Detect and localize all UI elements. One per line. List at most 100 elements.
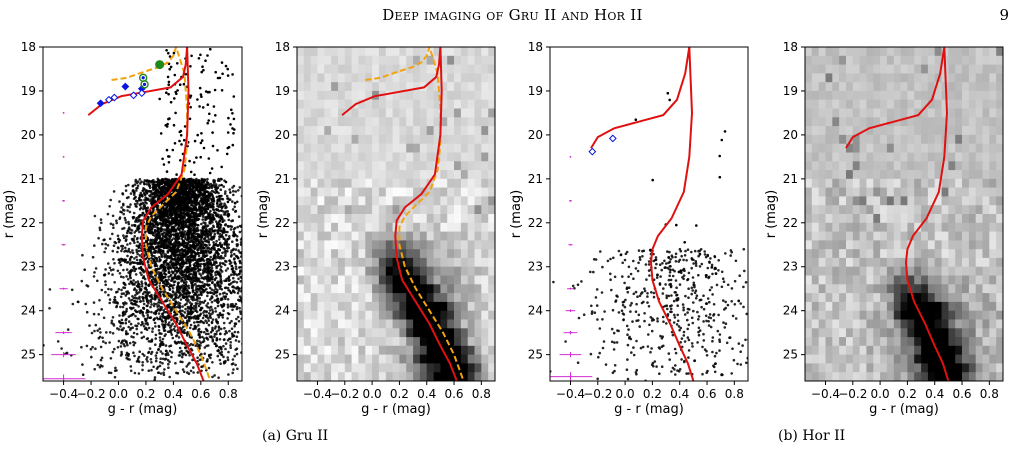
field-star-point bbox=[235, 287, 239, 290]
field-star-point bbox=[168, 360, 171, 364]
field-star-point bbox=[192, 327, 195, 331]
field-star-point bbox=[113, 375, 117, 379]
field-star-point bbox=[195, 320, 199, 324]
field-star-point bbox=[156, 317, 160, 321]
field-star-point bbox=[282, 291, 285, 294]
field-star-point bbox=[220, 209, 223, 212]
field-star-point bbox=[192, 371, 195, 374]
field-star-point bbox=[159, 315, 162, 318]
field-star-point bbox=[162, 327, 166, 330]
field-star-point bbox=[189, 295, 193, 299]
field-star-point bbox=[169, 309, 173, 313]
field-star-point bbox=[222, 344, 225, 348]
field-star-point bbox=[136, 252, 139, 256]
field-star-point bbox=[164, 353, 168, 357]
field-star-point bbox=[192, 366, 195, 369]
field-star-point bbox=[233, 322, 237, 325]
field-star-point bbox=[211, 204, 214, 208]
field-star-point bbox=[147, 230, 150, 234]
field-star-point bbox=[230, 319, 233, 323]
field-star-point bbox=[146, 308, 149, 312]
field-star-point bbox=[184, 236, 187, 239]
field-star-point bbox=[131, 249, 134, 252]
field-star-point bbox=[259, 253, 262, 256]
field-star-point bbox=[141, 189, 144, 193]
field-star-point bbox=[187, 224, 191, 227]
field-star-point bbox=[213, 327, 217, 330]
field-star-point bbox=[112, 226, 115, 229]
field-star-point bbox=[143, 231, 147, 234]
field-star-point bbox=[159, 222, 162, 226]
field-star-point bbox=[111, 273, 114, 276]
field-star-point bbox=[184, 316, 188, 320]
field-star-point bbox=[190, 183, 194, 187]
field-star-point bbox=[154, 333, 158, 337]
field-star-point bbox=[234, 348, 237, 351]
field-star-point bbox=[80, 279, 84, 283]
field-star-point bbox=[218, 311, 222, 315]
field-star-point bbox=[81, 373, 85, 377]
field-star-point bbox=[213, 248, 216, 251]
field-star-point bbox=[169, 264, 173, 267]
field-star-point bbox=[245, 291, 248, 294]
field-star-point bbox=[247, 320, 250, 323]
field-star-point bbox=[143, 198, 146, 202]
field-star-point bbox=[176, 249, 179, 253]
field-star-point bbox=[214, 310, 218, 313]
field-star-point bbox=[208, 315, 212, 318]
field-star-point bbox=[212, 241, 215, 244]
field-star-point bbox=[206, 181, 209, 185]
field-star-point bbox=[243, 357, 246, 360]
field-star-point bbox=[213, 229, 216, 233]
field-star-point bbox=[169, 182, 173, 186]
field-star-point bbox=[158, 331, 162, 335]
field-star-point bbox=[177, 243, 181, 246]
field-star-point bbox=[111, 223, 115, 226]
field-star-point bbox=[139, 222, 143, 225]
field-star-point bbox=[191, 201, 195, 204]
field-star-point bbox=[111, 249, 115, 253]
field-star-point bbox=[226, 267, 230, 270]
field-star-point bbox=[115, 219, 118, 222]
field-star-point bbox=[157, 312, 161, 315]
field-star-point bbox=[210, 308, 214, 311]
field-star-point bbox=[173, 293, 176, 296]
field-star-point bbox=[269, 356, 272, 359]
field-star-point bbox=[122, 236, 126, 240]
field-star-point bbox=[223, 291, 226, 295]
field-star-point bbox=[245, 307, 248, 310]
field-star-point bbox=[116, 234, 120, 238]
field-star-point bbox=[145, 337, 149, 341]
field-star-point bbox=[267, 325, 270, 328]
field-star-point bbox=[193, 223, 196, 226]
field-star-point bbox=[108, 298, 112, 301]
field-star-point bbox=[155, 222, 158, 225]
field-star-point bbox=[154, 325, 157, 328]
field-star-point bbox=[126, 254, 129, 258]
field-star-point bbox=[122, 212, 125, 216]
field-star-point bbox=[169, 235, 172, 239]
field-star-point bbox=[183, 177, 186, 181]
field-star-point bbox=[177, 237, 181, 240]
field-star-point bbox=[98, 226, 102, 230]
field-star-point bbox=[207, 319, 210, 322]
field-star-point bbox=[157, 267, 161, 271]
field-star-point bbox=[258, 285, 261, 288]
field-star-point bbox=[174, 239, 178, 242]
field-star-point bbox=[208, 283, 211, 287]
field-star-point bbox=[254, 284, 257, 287]
field-star-point bbox=[251, 263, 254, 266]
field-star-point bbox=[231, 200, 234, 203]
field-star-point bbox=[238, 260, 242, 263]
field-star-point bbox=[226, 230, 229, 234]
field-star-point bbox=[139, 271, 142, 275]
field-star-point bbox=[263, 340, 266, 343]
field-star-point bbox=[174, 202, 177, 205]
field-star-point bbox=[171, 287, 175, 290]
field-star-point bbox=[196, 297, 199, 301]
field-star-point bbox=[193, 181, 196, 185]
field-star-point bbox=[215, 330, 219, 333]
field-star-point bbox=[158, 240, 162, 243]
field-star-point bbox=[122, 286, 125, 289]
field-star-point bbox=[251, 363, 254, 366]
